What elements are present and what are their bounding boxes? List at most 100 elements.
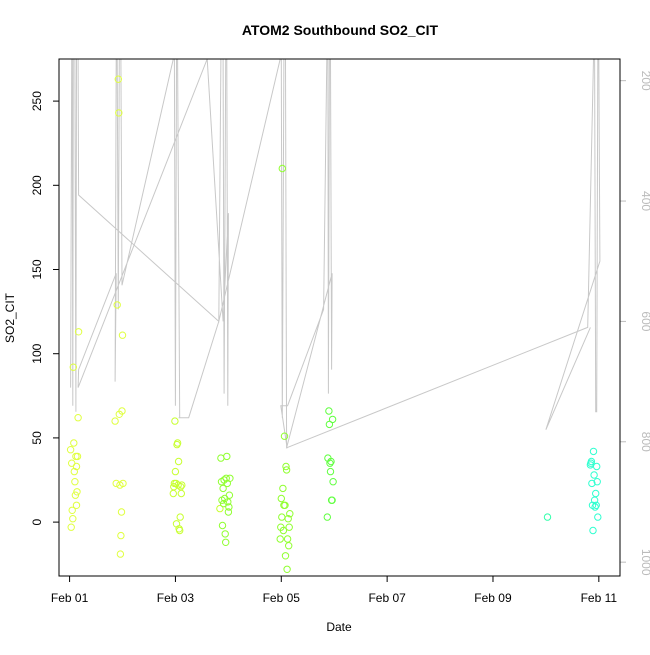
data-point xyxy=(68,506,76,514)
data-point xyxy=(176,513,184,521)
data-point xyxy=(176,526,184,535)
data-point xyxy=(111,417,119,425)
data-point xyxy=(116,550,125,558)
data-point xyxy=(543,513,552,521)
data-point xyxy=(222,474,230,482)
x-tick-label: Feb 03 xyxy=(157,591,195,605)
y2-tick-label: 600 xyxy=(639,311,650,331)
data-point xyxy=(66,446,75,454)
y-tick-label: 0 xyxy=(30,518,44,525)
data-point xyxy=(329,478,337,486)
data-point xyxy=(72,501,81,509)
data-point xyxy=(283,565,291,573)
data-point xyxy=(588,479,596,488)
data-point xyxy=(593,462,601,471)
data-point xyxy=(591,503,599,511)
data-point xyxy=(171,417,179,425)
y-tick-label: 50 xyxy=(30,431,44,445)
chart-title: ATOM2 Southbound SO2_CIT xyxy=(242,22,439,38)
y2-tick-label: 800 xyxy=(639,432,650,452)
altitude-trace-line xyxy=(70,59,601,449)
data-points-layer xyxy=(66,75,602,573)
data-point xyxy=(117,508,126,516)
data-point xyxy=(326,459,334,467)
data-point xyxy=(69,515,77,523)
data-point xyxy=(592,489,600,498)
data-point xyxy=(225,491,234,499)
plot-frame xyxy=(58,58,621,577)
data-point xyxy=(73,488,81,496)
x-tick-label: Feb 05 xyxy=(263,591,301,605)
data-point xyxy=(328,415,337,424)
data-point xyxy=(113,301,121,309)
y2-tick-label: 1000 xyxy=(639,549,650,576)
data-point xyxy=(280,432,289,440)
data-point xyxy=(281,501,289,509)
data-point xyxy=(221,530,229,538)
data-point xyxy=(276,535,284,543)
data-point xyxy=(70,439,78,447)
altitude-trace-layer xyxy=(70,59,601,449)
data-point xyxy=(174,457,183,466)
data-point xyxy=(587,457,596,466)
x-tick-label: Feb 01 xyxy=(51,591,89,605)
y-axis-label: SO2_CIT xyxy=(3,292,17,343)
data-point xyxy=(74,414,82,422)
data-point xyxy=(117,531,125,540)
x-tick-label: Feb 11 xyxy=(581,591,618,605)
data-point xyxy=(325,407,333,415)
y-tick-label: 250 xyxy=(30,91,44,111)
data-point xyxy=(593,478,601,486)
data-point xyxy=(73,452,82,461)
data-point xyxy=(590,471,598,479)
data-point xyxy=(72,462,81,471)
y2-tick-label: 200 xyxy=(639,71,650,91)
data-point xyxy=(285,542,293,550)
data-point xyxy=(279,526,288,535)
data-point xyxy=(224,498,232,506)
data-point xyxy=(71,491,80,499)
data-point xyxy=(115,109,123,117)
data-point xyxy=(281,552,290,560)
data-point xyxy=(216,504,224,513)
data-point xyxy=(589,447,598,456)
data-point xyxy=(224,508,233,516)
data-point xyxy=(218,521,227,530)
data-point xyxy=(279,484,287,493)
data-point xyxy=(225,503,233,511)
data-point xyxy=(323,513,331,521)
data-point xyxy=(219,499,228,508)
data-point xyxy=(285,523,293,531)
data-point xyxy=(327,457,335,466)
data-point xyxy=(222,538,230,546)
data-point xyxy=(67,523,75,531)
data-point xyxy=(328,496,336,504)
data-point xyxy=(326,467,335,476)
x-tick-label: Feb 09 xyxy=(474,591,512,605)
data-point xyxy=(219,484,227,493)
data-point xyxy=(226,474,234,482)
data-point xyxy=(69,363,78,371)
data-point xyxy=(282,466,291,474)
data-point xyxy=(223,452,231,461)
axes-layer: Feb 01 Feb 03 Feb 05 Feb 07 Feb 09 Feb 11 0 50 1… xyxy=(30,71,650,605)
y-tick-label: 200 xyxy=(30,175,44,195)
data-point xyxy=(594,513,602,521)
data-point xyxy=(173,439,182,447)
data-point xyxy=(286,510,294,518)
data-point xyxy=(114,75,123,83)
x-tick-label: Feb 07 xyxy=(368,591,406,605)
data-point xyxy=(592,501,600,509)
y2-tick-label: 400 xyxy=(639,191,650,211)
data-point xyxy=(118,331,127,339)
data-point xyxy=(71,478,79,486)
data-point xyxy=(178,481,186,489)
data-point xyxy=(119,479,127,488)
data-point xyxy=(278,164,286,173)
data-point xyxy=(177,489,186,498)
data-point xyxy=(277,494,285,503)
y-tick-label: 150 xyxy=(30,259,44,279)
